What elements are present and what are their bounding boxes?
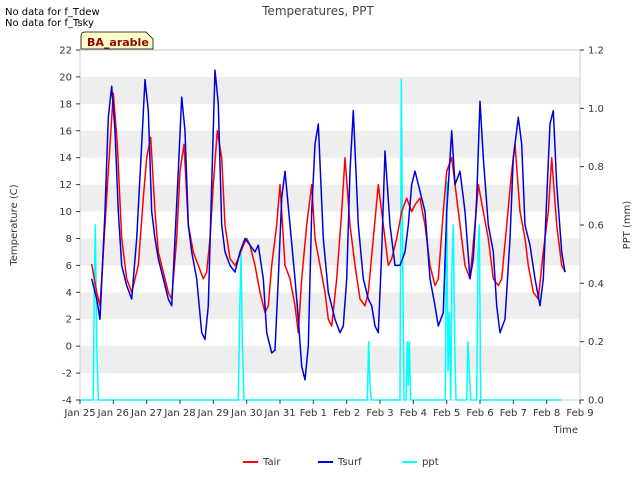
x-tick-label: Jan 28 xyxy=(163,408,195,419)
y-tick-label-left: -2 xyxy=(62,369,72,380)
y-axis-label-right: PPT (mm) xyxy=(622,201,633,250)
y-tick-label-left: 0 xyxy=(66,342,72,353)
axes-layer: -4 -2 0 2 4 6 8 10 12 14 16 18 20 22 0.0 0.2 0.4 0.6 0.8 1.… xyxy=(59,46,604,420)
y-tick-label-right: 0.8 xyxy=(588,162,604,173)
y-tick-label-left: 12 xyxy=(59,180,72,191)
y-tick-label-left: 20 xyxy=(59,72,72,83)
grid-band xyxy=(80,184,580,212)
y-tick-label-right: 1.0 xyxy=(588,104,604,115)
y-tick-label-right: 0.2 xyxy=(588,337,604,348)
grid-band xyxy=(80,346,580,374)
no-data-note-tsky: No data for f_Tsky xyxy=(5,18,94,29)
legend-label-tair: Tair xyxy=(262,457,281,468)
x-tick-label: Jan 25 xyxy=(63,408,95,419)
legend: Tair Tsurf ppt xyxy=(243,457,439,468)
x-tick-label: Feb 7 xyxy=(500,408,527,419)
site-label-box: BA_arable xyxy=(80,31,154,50)
y-tick-label-left: 8 xyxy=(66,234,72,245)
x-tick-label: Feb 1 xyxy=(300,408,327,419)
x-axis-label: Time xyxy=(553,425,578,436)
y-tick-label-left: 6 xyxy=(66,261,72,272)
x-tick-label: Feb 9 xyxy=(566,408,593,419)
x-tick-label: Feb 8 xyxy=(533,408,560,419)
y-tick-label-left: 22 xyxy=(59,46,72,57)
legend-label-ppt: ppt xyxy=(422,457,439,468)
x-tick-label: Jan 26 xyxy=(97,408,129,419)
grid-band xyxy=(80,130,580,158)
y-tick-label-left: -4 xyxy=(62,396,72,407)
series-layer xyxy=(80,69,566,401)
y-axis-label-left: Temperature (C) xyxy=(9,184,20,266)
y-tick-label-right: 0.0 xyxy=(588,396,604,407)
y-tick-label-left: 4 xyxy=(66,288,72,299)
x-tick-label: Feb 4 xyxy=(400,408,427,419)
y-tick-label-left: 14 xyxy=(59,153,72,164)
grid-band xyxy=(80,238,580,266)
no-data-note-tdew: No data for f_Tdew xyxy=(5,7,100,18)
x-tick-label: Feb 5 xyxy=(433,408,460,419)
x-tick-label: Jan 31 xyxy=(263,408,295,419)
y-tick-label-right: 0.4 xyxy=(588,279,604,290)
x-tick-label: Feb 6 xyxy=(466,408,493,419)
x-tick-label: Jan 27 xyxy=(130,408,162,419)
series-line-tair xyxy=(90,92,566,334)
series-line-tsurf xyxy=(90,69,566,381)
x-tick-label: Jan 30 xyxy=(230,408,262,419)
x-tick-label: Feb 2 xyxy=(333,408,360,419)
x-tick-label: Jan 29 xyxy=(197,408,229,419)
y-tick-label-left: 10 xyxy=(59,207,72,218)
grid-bands xyxy=(80,76,580,374)
grid-band xyxy=(80,76,580,104)
y-tick-label-left: 16 xyxy=(59,126,72,137)
y-tick-label-left: 18 xyxy=(59,99,72,110)
y-tick-label-left: 2 xyxy=(66,315,72,326)
y-tick-label-right: 1.2 xyxy=(588,46,604,57)
legend-label-tsurf: Tsurf xyxy=(337,457,362,468)
site-label: BA_arable xyxy=(87,36,149,49)
series-line-ppt xyxy=(80,78,562,401)
y-tick-label-right: 0.6 xyxy=(588,221,604,232)
x-tick-label: Feb 3 xyxy=(366,408,393,419)
chart-title: Temperatures, PPT xyxy=(261,4,374,18)
